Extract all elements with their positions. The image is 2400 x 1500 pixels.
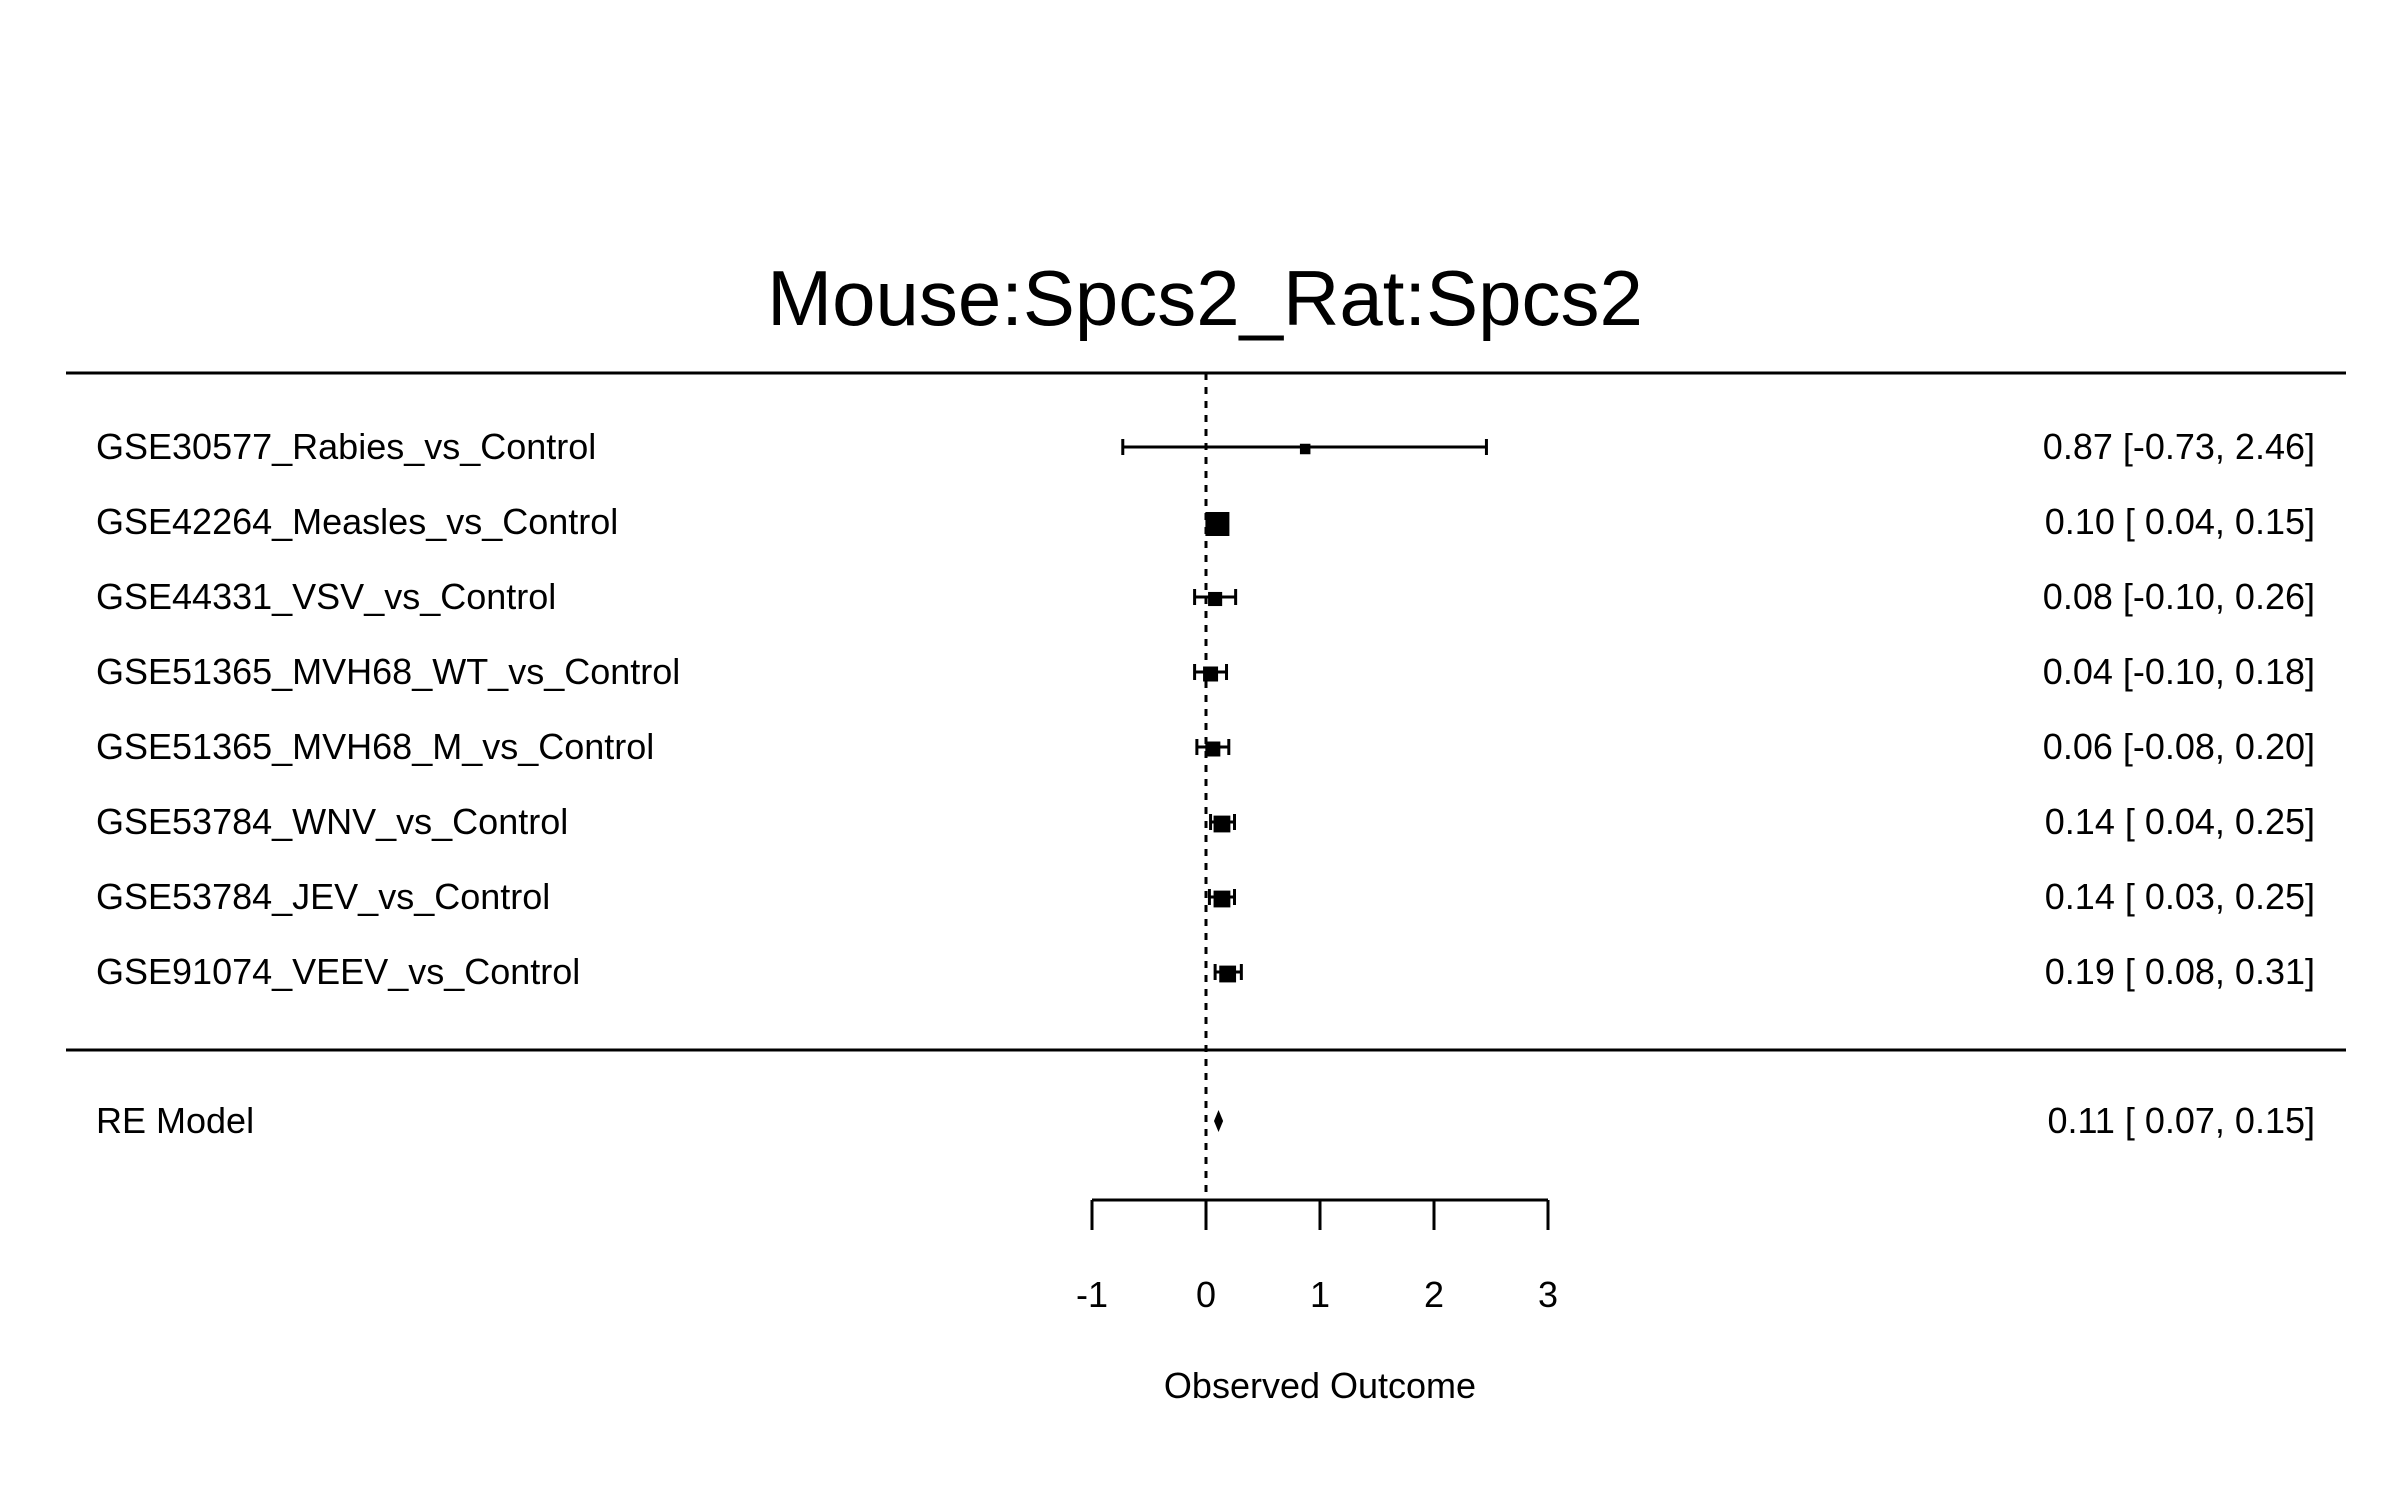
point-estimate [1299, 443, 1311, 455]
study-row: GSE53784_JEV_vs_Control 0.14 [ 0.03, 0.25… [96, 876, 2315, 917]
study-label: GSE53784_JEV_vs_Control [96, 876, 550, 917]
summary-estimate-text: 0.11 [ 0.07, 0.15] [2047, 1100, 2315, 1141]
study-row: GSE51365_MVH68_M_vs_Control 0.06 [-0.08, … [96, 726, 2315, 767]
study-label: GSE42264_Measles_vs_Control [96, 501, 618, 542]
study-row: GSE44331_VSV_vs_Control 0.08 [-0.10, 0.26… [96, 576, 2315, 617]
point-estimate [1205, 741, 1221, 757]
study-label: GSE51365_MVH68_WT_vs_Control [96, 651, 680, 692]
summary-row: RE Model 0.11 [ 0.07, 0.15] [96, 1100, 2315, 1141]
point-estimate [1208, 591, 1223, 607]
study-row: GSE30577_Rabies_vs_Control 0.87 [-0.73, 2… [96, 426, 2315, 467]
study-estimate-text: 0.08 [-0.10, 0.26] [2043, 576, 2315, 617]
chart-title: Mouse:Spcs2_Rat:Spcs2 [767, 254, 1643, 342]
study-row: GSE53784_WNV_vs_Control 0.14 [ 0.04, 0.25… [96, 801, 2315, 842]
point-estimate [1219, 965, 1237, 983]
study-label: GSE30577_Rabies_vs_Control [96, 426, 596, 467]
point-estimate [1213, 815, 1231, 833]
study-estimate-text: 0.14 [ 0.03, 0.25] [2045, 876, 2315, 917]
x-tick-label: 1 [1310, 1274, 1330, 1315]
study-rows: GSE30577_Rabies_vs_Control 0.87 [-0.73, 2… [96, 426, 2315, 992]
x-tick-label: 3 [1538, 1274, 1558, 1315]
summary-diamond [1213, 1110, 1224, 1132]
study-row: GSE91074_VEEV_vs_Control 0.19 [ 0.08, 0.3… [96, 951, 2315, 992]
x-axis: -1 0 1 2 3 [1076, 1198, 1558, 1315]
study-estimate-text: 0.87 [-0.73, 2.46] [2043, 426, 2315, 467]
x-axis-title: Observed Outcome [1164, 1365, 1476, 1406]
point-estimate [1203, 666, 1219, 682]
point-estimate [1213, 890, 1231, 908]
study-estimate-text: 0.06 [-0.08, 0.20] [2043, 726, 2315, 767]
study-label: GSE91074_VEEV_vs_Control [96, 951, 580, 992]
study-label: GSE53784_WNV_vs_Control [96, 801, 568, 842]
point-estimate [1205, 512, 1230, 536]
study-estimate-text: 0.04 [-0.10, 0.18] [2043, 651, 2315, 692]
x-tick-label: -1 [1076, 1274, 1108, 1315]
study-estimate-text: 0.10 [ 0.04, 0.15] [2045, 501, 2315, 542]
study-label: GSE44331_VSV_vs_Control [96, 576, 556, 617]
study-row: GSE51365_MVH68_WT_vs_Control 0.04 [-0.10,… [96, 651, 2315, 692]
study-row: GSE42264_Measles_vs_Control 0.10 [ 0.04, … [96, 501, 2315, 542]
x-tick-label: 0 [1196, 1274, 1216, 1315]
x-tick-label: 2 [1424, 1274, 1444, 1315]
study-label: GSE51365_MVH68_M_vs_Control [96, 726, 654, 767]
study-estimate-text: 0.19 [ 0.08, 0.31] [2045, 951, 2315, 992]
summary-label: RE Model [96, 1100, 254, 1141]
study-estimate-text: 0.14 [ 0.04, 0.25] [2045, 801, 2315, 842]
